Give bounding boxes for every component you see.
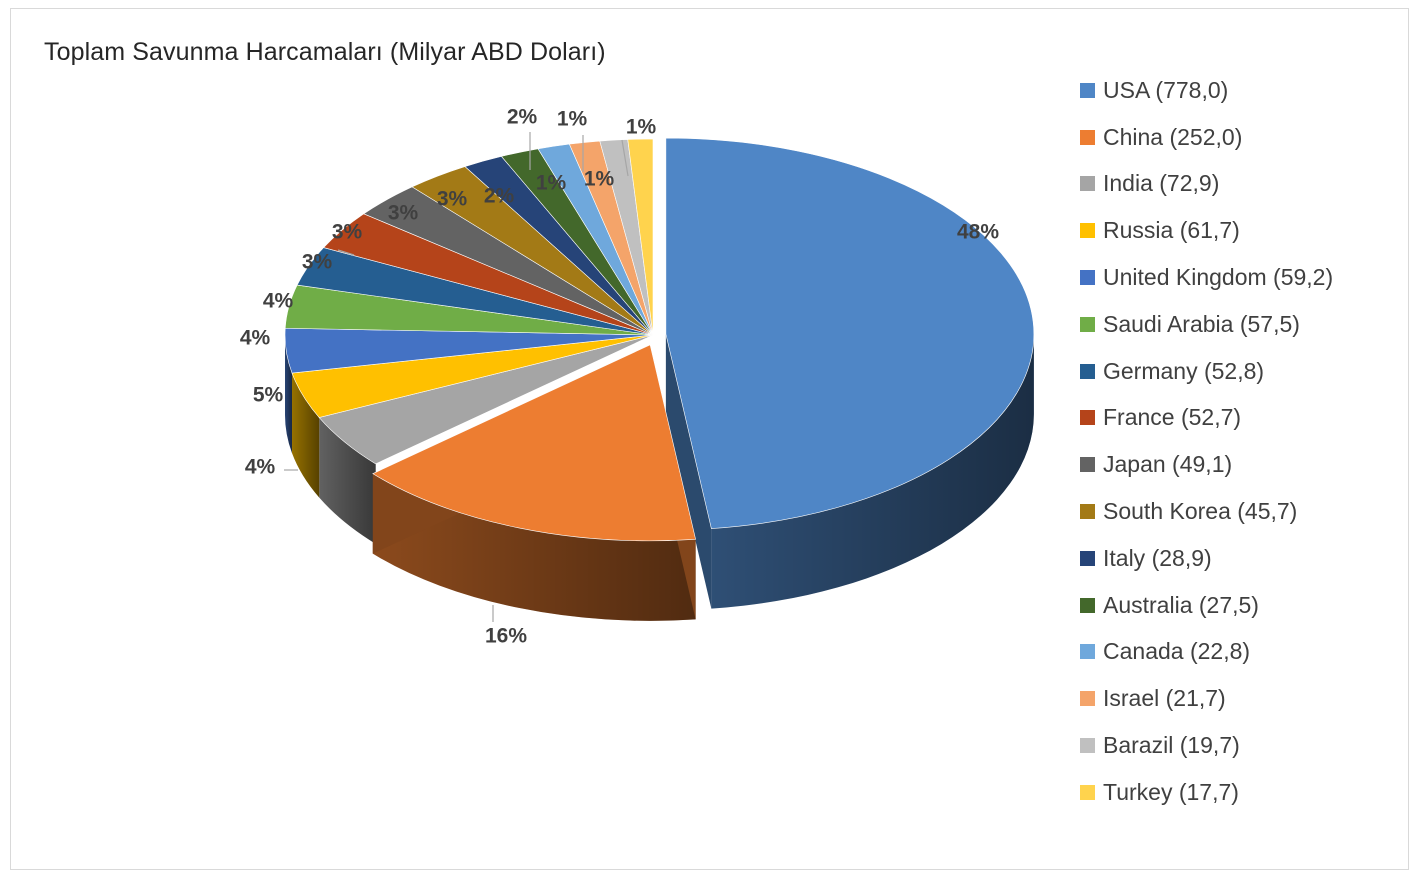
legend-label: USA (778,0) [1103,76,1229,103]
pie-chart: 48% 16% 4% 5% 4% 4% 3% 3% 3% 3% 2% 1% 1% 1% 2% 1% [240,106,1035,648]
slice-side-shade-india [319,417,376,544]
legend-label: Italy (28,9) [1103,544,1212,571]
legend-item-russia: Russia (61,7) [1080,207,1400,254]
legend-item-usa: USA (778,0) [1080,67,1400,114]
legend-swatch [1080,82,1095,98]
legend-swatch [1080,597,1095,613]
legend-label: South Korea (45,7) [1103,498,1298,525]
legend-label: Canada (22,8) [1103,638,1251,665]
legend-item-israel: Israel (21,7) [1080,675,1400,722]
legend-label: Israel (21,7) [1103,685,1226,712]
legend-swatch [1080,363,1095,379]
slice-cut-usa [665,334,712,609]
legend-swatch [1080,410,1095,426]
legend-item-barazil: Barazil (19,7) [1080,722,1400,769]
legend-label: United Kingdom (59,2) [1103,264,1334,291]
legend-label: Barazil (19,7) [1103,732,1240,759]
data-label-usa: 48% [957,221,999,244]
legend-swatch [1080,129,1095,145]
legend-label: Australia (27,5) [1103,591,1259,618]
legend-item-germany: Germany (52,8) [1080,348,1400,395]
data-label-canada: 1% [584,168,615,191]
slice-turkey [627,138,654,336]
data-label-turkey: 1% [626,116,657,139]
legend-label: Japan (49,1) [1103,451,1233,478]
slice-side-shade-russia [291,373,320,498]
legend-swatch [1080,644,1095,660]
data-label-russia: 5% [253,384,284,407]
chart-title: Toplam Savunma Harcamaları (Milyar ABD D… [44,38,606,66]
slice-usa [665,137,1035,529]
legend-swatch [1080,176,1095,192]
legend-label: Saudi Arabia (57,5) [1103,310,1300,337]
legend-swatch [1080,738,1095,754]
legend-swatch [1080,784,1095,800]
legend-item-united-kingdom: United Kingdom (59,2) [1080,254,1400,301]
legend-swatch [1080,504,1095,520]
legend-item-china: China (252,0) [1080,114,1400,161]
legend-label: India (72,9) [1103,170,1220,197]
legend-item-saudi-arabia: Saudi Arabia (57,5) [1080,301,1400,348]
data-label-germany: 3% [302,251,333,274]
legend-swatch [1080,270,1095,286]
legend-item-india: India (72,9) [1080,161,1400,208]
legend-swatch [1080,457,1095,473]
data-label-saudi-arabia: 4% [263,290,294,313]
slice-china [372,344,696,542]
legend-swatch [1080,691,1095,707]
data-label-italy: 2% [484,185,515,208]
data-label-united-kingdom: 4% [240,327,271,350]
legend-item-france: France (52,7) [1080,395,1400,442]
legend-label: Russia (61,7) [1103,217,1240,244]
legend-label: Turkey (17,7) [1103,778,1239,805]
legend-item-japan: Japan (49,1) [1080,441,1400,488]
legend-swatch [1080,316,1095,332]
legend-item-australia: Australia (27,5) [1080,582,1400,629]
slice-side-shade-usa [711,334,1034,609]
data-label-australia: 1% [536,172,567,195]
legend-item-canada: Canada (22,8) [1080,629,1400,676]
data-label-france: 3% [332,221,363,244]
slice-side-shade-china [372,473,696,621]
legend-item-south-korea: South Korea (45,7) [1080,488,1400,535]
chart-legend: USA (778,0) China (252,0) India (72,9) Russ… [1080,67,1400,816]
leader-line-france [337,249,355,256]
legend-swatch [1080,223,1095,239]
data-label-barazil: 2% [507,106,538,129]
data-label-japan: 3% [388,202,419,225]
legend-label: Germany (52,8) [1103,357,1265,384]
legend-label: China (252,0) [1103,123,1243,150]
data-label-south-korea: 3% [437,188,468,211]
legend-swatch [1080,550,1095,566]
legend-item-italy: Italy (28,9) [1080,535,1400,582]
data-label-israel: 1% [557,108,588,131]
data-label-india: 4% [245,456,276,479]
legend-item-turkey: Turkey (17,7) [1080,769,1400,816]
slice-side-shade-united-kingdom [285,335,292,454]
data-label-china: 16% [485,625,527,648]
legend-label: France (52,7) [1103,404,1242,431]
leader-line-turkey [621,139,629,177]
